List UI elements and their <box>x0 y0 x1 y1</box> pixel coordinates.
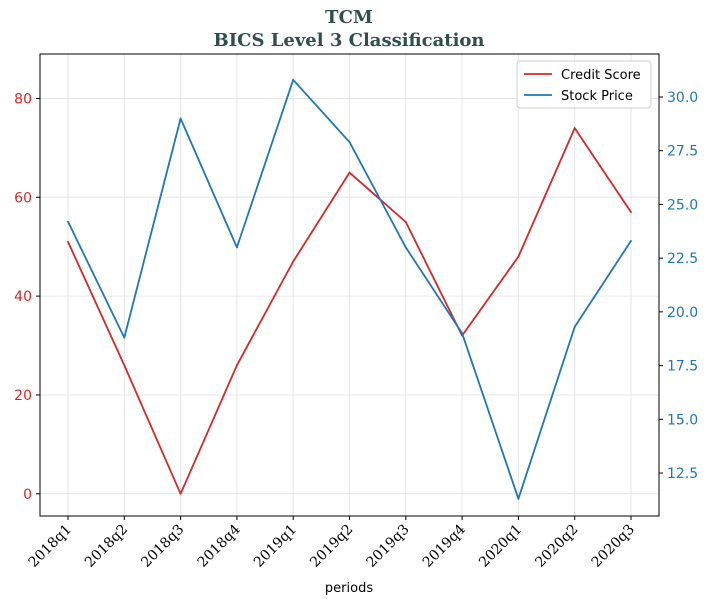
data-point-stock-price <box>236 246 238 249</box>
x-tick-label: 2020q1 <box>476 522 525 571</box>
y-axis-right: 12.5 15.0 17.5 20.0 22.5 25.0 27.5 30.0 <box>659 90 698 482</box>
legend: Credit Score Stock Price <box>516 60 652 109</box>
data-point-stock-price <box>461 332 463 335</box>
y-right-tick-label: 27.5 <box>667 144 698 160</box>
chart-title: TCM <box>325 7 373 28</box>
data-point-credit-score <box>236 364 238 367</box>
data-point-stock-price <box>404 246 407 249</box>
chart-subtitle: BICS Level 3 Classification <box>213 30 484 51</box>
data-point-stock-price <box>67 220 69 223</box>
x-tick-label: 2018q1 <box>26 522 75 571</box>
data-point-stock-price <box>179 117 182 120</box>
x-tick-label: 2020q2 <box>532 522 581 571</box>
data-point-credit-score <box>292 260 295 263</box>
legend-label-credit-score: Credit Score <box>561 68 641 83</box>
data-point-credit-score <box>630 211 632 214</box>
data-point-stock-price <box>630 240 632 242</box>
y-left-tick-label: 0 <box>23 487 32 503</box>
x-tick-label: 2019q2 <box>307 522 356 571</box>
x-tick-label: 2019q4 <box>420 521 469 570</box>
y-right-tick-label: 20.0 <box>667 305 698 321</box>
data-point-credit-score <box>123 364 126 367</box>
x-tick-label: 2018q4 <box>195 521 244 570</box>
grid <box>40 54 659 516</box>
x-axis-label: periods <box>325 581 373 596</box>
data-point-stock-price <box>123 336 126 339</box>
x-tick-label: 2019q1 <box>251 522 300 571</box>
x-tick-label: 2020q3 <box>589 522 638 571</box>
y-right-tick-label: 22.5 <box>667 251 698 267</box>
data-point-credit-score <box>179 492 182 495</box>
data-point-credit-score <box>348 171 351 174</box>
x-tick-label: 2018q3 <box>138 522 187 571</box>
y-right-tick-label: 25.0 <box>667 197 698 213</box>
y-right-tick-label: 15.0 <box>667 412 698 428</box>
data-point-credit-score <box>404 221 407 223</box>
y-right-tick-label: 17.5 <box>667 359 698 375</box>
y-left-tick-label: 20 <box>14 388 32 404</box>
y-axis-left: 0 20 40 60 80 <box>14 91 40 503</box>
data-point-credit-score <box>573 127 576 130</box>
data-point-stock-price <box>573 326 576 328</box>
legend-label-stock-price: Stock Price <box>561 89 633 104</box>
data-point-stock-price <box>348 141 351 144</box>
x-axis: 2018q1 2018q2 2018q3 2018q4 2019q1 2019q2 2019… <box>26 516 638 571</box>
y-left-tick-label: 80 <box>14 91 32 107</box>
legend-box <box>516 60 652 109</box>
y-left-tick-label: 60 <box>14 190 32 206</box>
y-right-tick-label: 30.0 <box>667 90 698 106</box>
series-lines <box>67 78 632 500</box>
y-left-tick-label: 40 <box>14 289 32 305</box>
x-tick-label: 2019q3 <box>363 522 412 571</box>
data-point-credit-score <box>517 255 520 258</box>
data-point-stock-price <box>517 497 520 500</box>
x-tick-label: 2018q2 <box>82 522 131 571</box>
data-point-credit-score <box>67 240 69 243</box>
y-right-tick-label: 12.5 <box>667 466 698 482</box>
data-point-stock-price <box>292 78 295 81</box>
